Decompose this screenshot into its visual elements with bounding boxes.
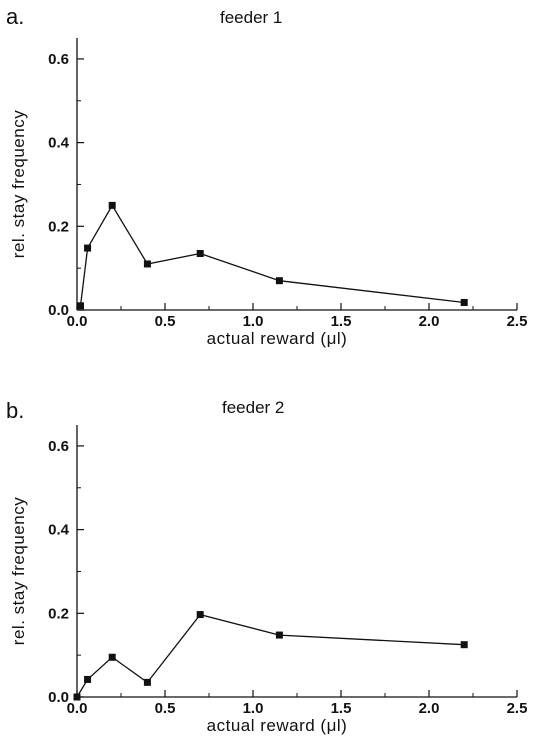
x-tick-label: 2.0 bbox=[419, 700, 440, 717]
x-tick-label: 1.0 bbox=[243, 700, 264, 717]
data-point-marker bbox=[275, 631, 283, 639]
x-tick-label: 1.5 bbox=[331, 313, 352, 330]
x-axis-label: actual reward (μl) bbox=[207, 329, 348, 348]
y-axis-label: rel. stay frequency bbox=[9, 110, 28, 258]
x-tick-label: 0.5 bbox=[155, 700, 176, 717]
data-point-marker bbox=[143, 678, 151, 686]
series-line bbox=[76, 613, 465, 698]
y-tick-label: 0.0 bbox=[48, 302, 69, 319]
y-tick-label: 0.2 bbox=[48, 605, 69, 622]
data-point-marker bbox=[143, 260, 151, 268]
x-tick-label: 1.5 bbox=[331, 700, 352, 717]
data-point-marker bbox=[108, 653, 116, 661]
x-tick-label: 1.0 bbox=[243, 313, 264, 330]
data-point-marker bbox=[84, 244, 92, 252]
y-tick-label: 0.6 bbox=[48, 51, 69, 68]
chart-panel-a: a. feeder 1 0.0 0.2 0.4 0.6 0.0 0.5 1.0 1.5 2.0 2… bbox=[6, 4, 528, 348]
x-tick-label: 0.5 bbox=[155, 313, 176, 330]
data-point-marker bbox=[275, 277, 283, 285]
y-tick-label: 0.2 bbox=[48, 218, 69, 235]
y-tick-label: 0.6 bbox=[48, 438, 69, 455]
y-axis-label: rel. stay frequency bbox=[9, 497, 28, 645]
x-tick-label: 0.0 bbox=[67, 313, 88, 330]
y-tick-label: 0.4 bbox=[48, 135, 70, 152]
x-tick-label: 2.5 bbox=[507, 700, 528, 717]
data-point-marker bbox=[73, 693, 81, 701]
data-point-marker bbox=[108, 201, 116, 209]
data-point-marker bbox=[196, 250, 204, 258]
data-point-marker bbox=[196, 611, 204, 619]
chart-plot-area: 0.0 0.2 0.4 0.6 0.0 0.5 1.0 1.5 2.0 2.5 actual rew… bbox=[9, 425, 528, 735]
data-point-marker bbox=[460, 641, 468, 649]
chart-panel-b: b. feeder 2 0.0 0.2 0.4 0.6 0.0 0.5 1.0 1.5 2.0 2… bbox=[0, 370, 533, 740]
y-tick-label: 0.4 bbox=[48, 522, 70, 539]
x-tick-label: 2.0 bbox=[419, 313, 440, 330]
chart-title: feeder 2 bbox=[222, 398, 285, 417]
data-point-marker bbox=[77, 302, 85, 310]
x-tick-label: 2.5 bbox=[507, 313, 528, 330]
panel-label: a. bbox=[6, 4, 25, 29]
x-axis-label: actual reward (μl) bbox=[207, 716, 348, 735]
chart-title: feeder 1 bbox=[220, 8, 283, 27]
panel-label: b. bbox=[6, 398, 25, 423]
x-tick-label: 0.0 bbox=[67, 700, 88, 717]
chart-plot-area: 0.0 0.2 0.4 0.6 0.0 0.5 1.0 1.5 2.0 2.5 actual rew… bbox=[9, 38, 528, 348]
data-point-marker bbox=[460, 298, 468, 306]
y-tick-label: 0.0 bbox=[48, 689, 69, 706]
series-line bbox=[79, 204, 465, 306]
data-point-marker bbox=[84, 675, 92, 683]
